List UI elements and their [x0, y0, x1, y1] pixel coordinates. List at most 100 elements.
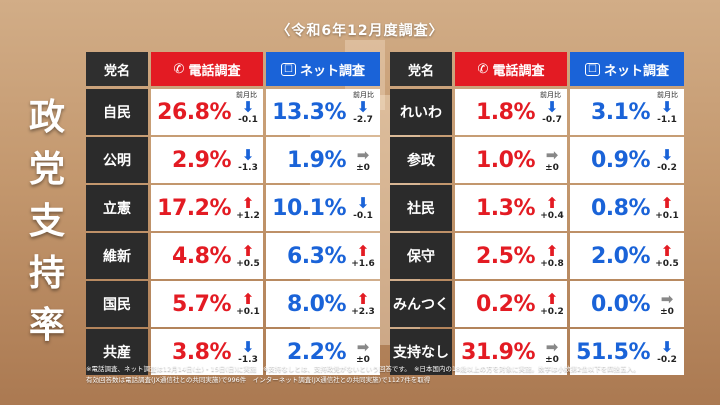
phone-value: 31.9% — [461, 339, 535, 365]
down-arrow-icon: ⬇ — [241, 145, 255, 164]
net-change: ⬆ +0.5 — [652, 243, 682, 270]
title-char: 率 — [28, 305, 65, 346]
party-name: 社民 — [390, 185, 452, 231]
phone-result: 17.2% ⬆ +1.2 — [151, 185, 263, 231]
up-arrow-icon: ⬆ — [241, 193, 255, 212]
phone-change: ⬆ +0.4 — [537, 195, 567, 222]
phone-change: ➡ ±0 — [537, 339, 567, 366]
vertical-title: 政党支持率 — [24, 92, 70, 352]
down-arrow-icon: ⬇ — [356, 97, 370, 116]
table-header: 党名 ✆ 電話調査 ☐ ネット調査 — [390, 52, 684, 86]
phone-result: 1.3% ⬆ +0.4 — [455, 185, 567, 231]
phone-delta: +0.1 — [236, 306, 260, 317]
phone-result: 2.5% ⬆ +0.8 — [455, 233, 567, 279]
header-net-survey: ☐ ネット調査 — [570, 52, 684, 86]
prev-month-label: 前月比 — [657, 91, 678, 99]
phone-change: ➡ ±0 — [537, 147, 567, 174]
phone-delta: ±0 — [545, 162, 559, 173]
phone-value: 17.2% — [157, 195, 231, 221]
phone-delta: +0.4 — [540, 210, 564, 221]
down-arrow-icon: ⬇ — [545, 97, 559, 116]
party-name: 共産 — [86, 329, 148, 375]
phone-change: ⬆ +0.2 — [537, 291, 567, 318]
flat-arrow-icon: ➡ — [660, 289, 674, 308]
footnotes: ※電話調査、ネット調査は12月14日(土)・15日(日)に実施 ※支持なしとは、… — [86, 364, 706, 386]
up-arrow-icon: ⬆ — [241, 241, 255, 260]
net-result: 51.5% ⬇ -0.2 — [570, 329, 684, 375]
net-delta: +0.5 — [655, 258, 679, 269]
phone-value: 1.0% — [475, 147, 536, 173]
phone-delta: +0.2 — [540, 306, 564, 317]
phone-value: 1.3% — [475, 195, 536, 221]
phone-result: 1.0% ➡ ±0 — [455, 137, 567, 183]
down-arrow-icon: ⬇ — [660, 145, 674, 164]
phone-change: ⬆ +0.1 — [233, 291, 263, 318]
net-value: 0.9% — [590, 147, 651, 173]
party-name: みんつく — [390, 281, 452, 327]
net-value: 10.1% — [272, 195, 346, 221]
phone-change: ⬇ -1.3 — [233, 339, 263, 366]
table-row: 社民 1.3% ⬆ +0.4 0.8% ⬆ +0.1 — [390, 185, 684, 231]
phone-value: 26.8% — [157, 99, 231, 125]
table-row: 共産 3.8% ⬇ -1.3 2.2% ➡ ±0 — [86, 329, 380, 375]
table-body: れいわ 前月比 1.8% ⬇ -0.7 前月比 3.1% ⬇ -1.1 参政 1.0% ➡ ±0 0.9%… — [390, 89, 684, 375]
phone-change: ⬇ -0.1 — [233, 99, 263, 126]
table-row: れいわ 前月比 1.8% ⬇ -0.7 前月比 3.1% ⬇ -1.1 — [390, 89, 684, 135]
up-arrow-icon: ⬆ — [545, 289, 559, 308]
net-change: ⬇ -2.7 — [348, 99, 378, 126]
net-value: 0.8% — [590, 195, 651, 221]
net-result: 2.2% ➡ ±0 — [266, 329, 380, 375]
party-name: 保守 — [390, 233, 452, 279]
flat-arrow-icon: ➡ — [545, 337, 559, 356]
phone-value: 2.9% — [171, 147, 232, 173]
table-row: 参政 1.0% ➡ ±0 0.9% ⬇ -0.2 — [390, 137, 684, 183]
net-delta: +0.1 — [655, 210, 679, 221]
phone-result: 31.9% ➡ ±0 — [455, 329, 567, 375]
net-delta: -1.1 — [657, 114, 677, 125]
header-party: 党名 — [86, 52, 148, 86]
phone-result: 0.2% ⬆ +0.2 — [455, 281, 567, 327]
net-result: 10.1% ⬇ -0.1 — [266, 185, 380, 231]
prev-month-label: 前月比 — [540, 91, 561, 99]
phone-result: 前月比 26.8% ⬇ -0.1 — [151, 89, 263, 135]
net-delta: ±0 — [356, 354, 370, 365]
net-result: 0.0% ➡ ±0 — [570, 281, 684, 327]
header-phone-survey: ✆ 電話調査 — [151, 52, 263, 86]
support-table-left: 党名 ✆ 電話調査 ☐ ネット調査 自民 前月比 26.8% ⬇ -0.1 前月比 13.3% ⬇… — [86, 52, 380, 377]
net-change: ⬆ +1.6 — [348, 243, 378, 270]
net-delta: +2.3 — [351, 306, 375, 317]
phone-change: ⬇ -0.7 — [537, 99, 567, 126]
table-row: 維新 4.8% ⬆ +0.5 6.3% ⬆ +1.6 — [86, 233, 380, 279]
phone-delta: +0.5 — [236, 258, 260, 269]
phone-result: 5.7% ⬆ +0.1 — [151, 281, 263, 327]
net-value: 51.5% — [576, 339, 650, 365]
net-value: 3.1% — [590, 99, 651, 125]
phone-result: 前月比 1.8% ⬇ -0.7 — [455, 89, 567, 135]
footnote-line: 有効回答数は電話調査(JX通信社との共同実施)で996件 インターネット調査(J… — [86, 376, 431, 384]
phone-change: ⬆ +0.5 — [233, 243, 263, 270]
phone-delta: -1.3 — [238, 162, 258, 173]
net-value: 2.0% — [590, 243, 651, 269]
net-change: ⬇ -0.1 — [348, 195, 378, 222]
phone-change: ⬆ +0.8 — [537, 243, 567, 270]
table-row: 自民 前月比 26.8% ⬇ -0.1 前月比 13.3% ⬇ -2.7 — [86, 89, 380, 135]
net-result: 0.8% ⬆ +0.1 — [570, 185, 684, 231]
phone-result: 4.8% ⬆ +0.5 — [151, 233, 263, 279]
phone-delta: +1.2 — [236, 210, 260, 221]
net-value: 13.3% — [272, 99, 346, 125]
net-result: 1.9% ➡ ±0 — [266, 137, 380, 183]
phone-change: ⬇ -1.3 — [233, 147, 263, 174]
prev-month-label: 前月比 — [353, 91, 374, 99]
header-party: 党名 — [390, 52, 452, 86]
net-value: 8.0% — [286, 291, 347, 317]
phone-value: 0.2% — [475, 291, 536, 317]
net-change: ⬆ +0.1 — [652, 195, 682, 222]
net-delta: ±0 — [356, 162, 370, 173]
net-value: 1.9% — [286, 147, 347, 173]
phone-delta: +0.8 — [540, 258, 564, 269]
table-row: 公明 2.9% ⬇ -1.3 1.9% ➡ ±0 — [86, 137, 380, 183]
down-arrow-icon: ⬇ — [660, 97, 674, 116]
party-name: 参政 — [390, 137, 452, 183]
footnote-line: ※電話調査、ネット調査は12月14日(土)・15日(日)に実施 ※支持なしとは、… — [86, 365, 640, 373]
net-result: 8.0% ⬆ +2.3 — [266, 281, 380, 327]
